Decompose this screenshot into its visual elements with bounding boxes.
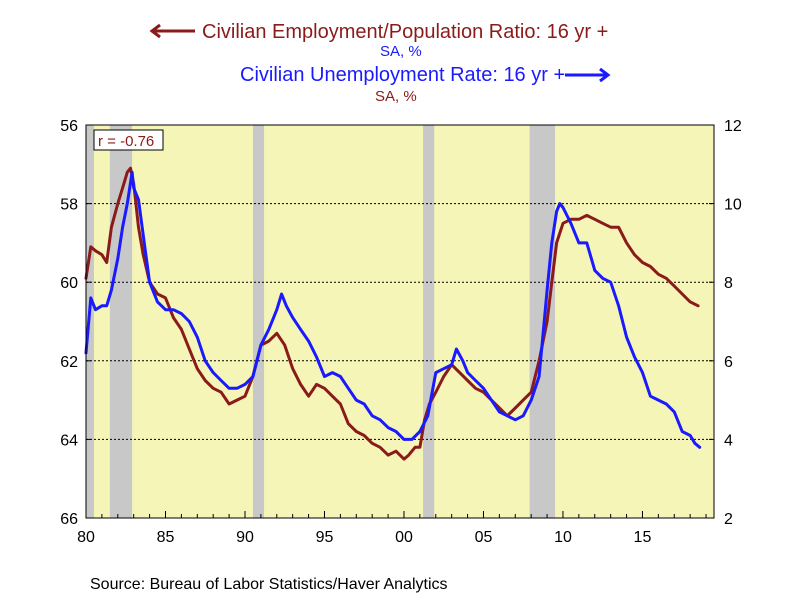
left-tick-label-0: 56 (60, 118, 78, 135)
left-tick-label-4: 64 (60, 432, 78, 449)
correlation-label: r = -0.76 (98, 133, 154, 150)
x-tick-label-3: 95 (316, 529, 334, 546)
left-axis: 56 58 60 62 64 66 (60, 118, 91, 528)
unemployment-rate-line (84, 170, 702, 449)
legend-employment-unit: SA, % (380, 43, 422, 60)
legend-employment: Civilian Employment/Population Ratio: 16… (149, 21, 608, 60)
employment-ratio-line (84, 166, 700, 461)
correlation-box-frame (93, 129, 164, 151)
left-tick-label-2: 60 (60, 275, 78, 292)
right-axis: 2 4 6 8 10 12 (709, 118, 742, 528)
legend-employment-arrow-head (149, 23, 161, 39)
recession-band-3 (423, 125, 435, 518)
right-tick-label-4: 10 (724, 197, 742, 214)
x-tick-label-0: 80 (77, 529, 95, 546)
x-tick-label-4: 00 (395, 529, 413, 546)
recession-band-1 (109, 125, 133, 518)
x-tick-label-6: 10 (554, 529, 572, 546)
x-tick-label-5: 05 (475, 529, 493, 546)
plot-area (86, 125, 714, 518)
legend-unemployment: Civilian Unemployment Rate: 16 yr + SA, … (240, 64, 611, 105)
x-tick-label-7: 15 (634, 529, 652, 546)
left-tick-label-5: 66 (60, 511, 78, 528)
x-tick-label-2: 90 (236, 529, 254, 546)
legend-unemployment-arrow-head (599, 67, 611, 83)
source-note: Source: Bureau of Labor Statistics/Haver… (90, 576, 448, 593)
x-axis: 80 85 90 95 00 05 10 15 (77, 511, 707, 546)
legend-unemployment-label: Civilian Unemployment Rate: 16 yr + (240, 64, 565, 86)
right-tick-label-0: 2 (724, 511, 733, 528)
series-layer (84, 166, 702, 461)
legend-unemployment-unit: SA, % (375, 88, 417, 105)
left-tick-label-1: 58 (60, 197, 78, 214)
plot-frame (85, 124, 715, 519)
right-tick-label-3: 8 (724, 275, 733, 292)
right-tick-label-1: 4 (724, 432, 733, 449)
left-tick-label-3: 62 (60, 354, 78, 371)
recession-band-4 (529, 125, 556, 518)
right-tick-label-5: 12 (724, 118, 742, 135)
recession-band-2 (252, 125, 265, 518)
gridlines (86, 203, 714, 440)
legend-employment-label: Civilian Employment/Population Ratio: 16… (202, 21, 608, 43)
x-tick-label-1: 85 (157, 529, 175, 546)
correlation-box: r = -0.76 (93, 129, 164, 151)
right-tick-label-2: 6 (724, 354, 733, 371)
